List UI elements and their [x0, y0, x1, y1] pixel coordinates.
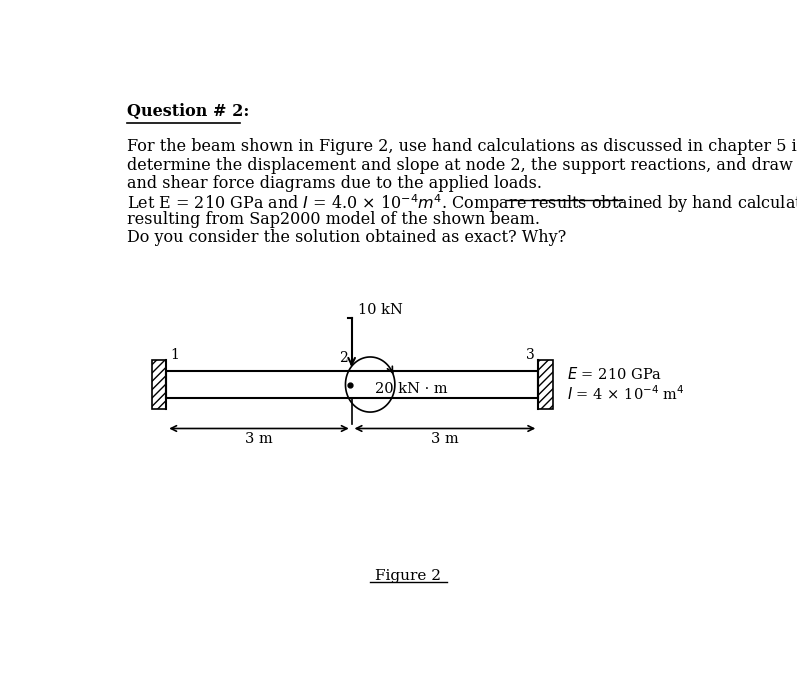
Text: 20 kN · m: 20 kN · m — [375, 382, 448, 396]
Bar — [151, 360, 167, 409]
Text: Figure 2: Figure 2 — [375, 569, 442, 583]
Text: 1: 1 — [171, 347, 179, 362]
Text: determine the displacement and slope at node 2, the support reactions, and draw : determine the displacement and slope at … — [128, 157, 797, 174]
Text: 3 m: 3 m — [245, 431, 273, 446]
Text: Question # 2:: Question # 2: — [128, 103, 249, 120]
Text: 3 m: 3 m — [431, 431, 459, 446]
Text: Do you consider the solution obtained as exact? Why?: Do you consider the solution obtained as… — [128, 229, 567, 246]
Text: Let E = 210 GPa and $\mathit{I}$ = 4.0 $\times$ 10$^{-4}$$m^{4}$. Compare result: Let E = 210 GPa and $\mathit{I}$ = 4.0 $… — [128, 192, 797, 215]
Text: $\mathit{I}$ = 4 × 10$^{-4}$ m$^4$: $\mathit{I}$ = 4 × 10$^{-4}$ m$^4$ — [567, 385, 684, 403]
Bar — [538, 360, 553, 409]
Text: $\mathit{E}$ = 210 GPa: $\mathit{E}$ = 210 GPa — [567, 366, 662, 382]
Text: resulting from Sap2000 model of the shown beam.: resulting from Sap2000 model of the show… — [128, 211, 540, 228]
Text: 3: 3 — [526, 347, 535, 362]
Text: For the beam shown in Figure 2, use hand calculations as discussed in chapter 5 : For the beam shown in Figure 2, use hand… — [128, 138, 797, 155]
Text: 10 kN: 10 kN — [358, 303, 402, 316]
Text: 2: 2 — [340, 351, 348, 365]
Bar — [167, 372, 538, 398]
Text: and shear force diagrams due to the applied loads.: and shear force diagrams due to the appl… — [128, 175, 543, 192]
